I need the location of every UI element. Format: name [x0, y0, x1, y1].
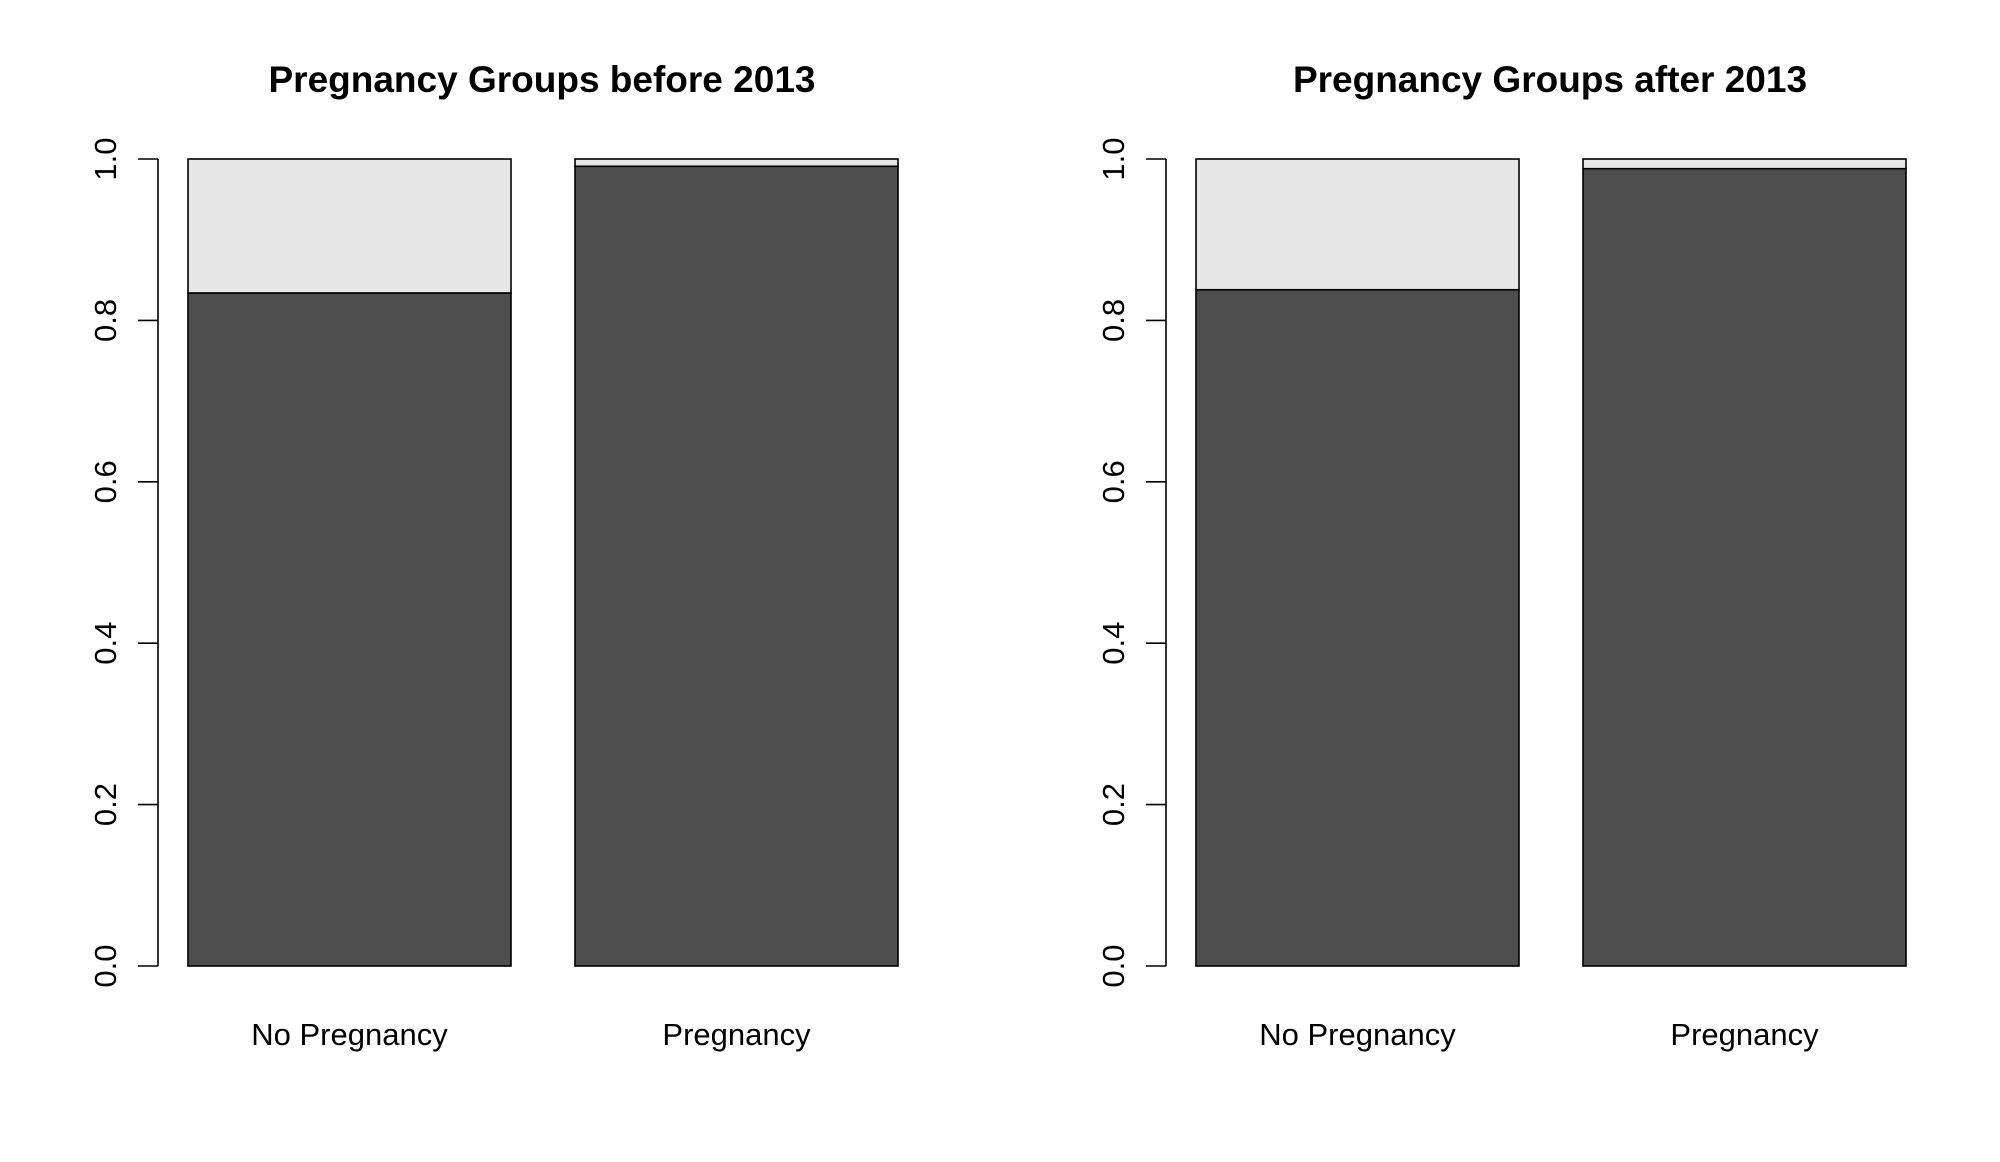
y-tick-label: 0.6 [1096, 460, 1131, 503]
bar-segment-0 [574, 165, 899, 967]
bar-segment-1 [1582, 158, 1907, 170]
category-label: No Pregnancy [1259, 1017, 1456, 1052]
bars [1195, 158, 1907, 967]
chart-title: Pregnancy Groups after 2013 [1293, 59, 1807, 100]
chart-panel-after-2013: Pregnancy Groups after 2013 0.0 0.2 0.4 0.6… [1096, 59, 1907, 1052]
bar-segment-1 [574, 158, 899, 168]
category-label: Pregnancy [1670, 1017, 1819, 1052]
x-axis-labels: No Pregnancy Pregnancy [1259, 1017, 1819, 1052]
category-label: No Pregnancy [251, 1017, 448, 1052]
y-tick-label: 0.8 [1096, 299, 1131, 342]
y-tick-label: 0.2 [88, 783, 123, 826]
chart-panel-before-2013: Pregnancy Groups before 2013 0.00.20.40.… [88, 59, 899, 1052]
x-axis-labels: No Pregnancy Pregnancy [251, 1017, 811, 1052]
y-tick-label: 0.0 [1096, 944, 1131, 987]
bars [187, 158, 899, 967]
y-tick-label: 1.0 [88, 137, 123, 180]
bar-segment-0 [1582, 167, 1907, 967]
bar-segment-0 [1195, 288, 1520, 967]
y-tick-label: 0.4 [88, 622, 123, 665]
y-tick-label: 0.0 [88, 944, 123, 987]
y-axis: 0.0 0.2 0.4 0.6 0.8 1.0 [88, 137, 159, 988]
y-tick-label: 0.4 [1096, 622, 1131, 665]
bar-segment-1 [187, 158, 512, 294]
y-tick-label: 0.2 [1096, 783, 1131, 826]
y-tick-label: 0.6 [88, 460, 123, 503]
chart-title: Pregnancy Groups before 2013 [269, 59, 816, 100]
y-tick-label: 1.0 [1096, 137, 1131, 180]
bar-segment-0 [187, 292, 512, 967]
category-label: Pregnancy [662, 1017, 811, 1052]
y-axis: 0.0 0.2 0.4 0.6 0.8 1.0 [1096, 137, 1167, 988]
bar-segment-1 [1195, 158, 1520, 291]
y-tick-label: 0.8 [88, 299, 123, 342]
